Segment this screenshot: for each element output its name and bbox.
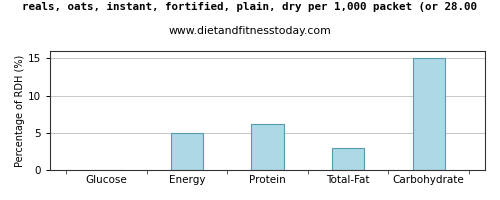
Text: www.dietandfitnesstoday.com: www.dietandfitnesstoday.com bbox=[168, 26, 332, 36]
Text: reals, oats, instant, fortified, plain, dry per 1,000 packet (or 28.00: reals, oats, instant, fortified, plain, … bbox=[22, 2, 477, 12]
Y-axis label: Percentage of RDH (%): Percentage of RDH (%) bbox=[15, 54, 25, 167]
Bar bbox=[252, 124, 284, 170]
Bar bbox=[332, 148, 364, 170]
Bar bbox=[412, 58, 444, 170]
Bar bbox=[171, 133, 203, 170]
